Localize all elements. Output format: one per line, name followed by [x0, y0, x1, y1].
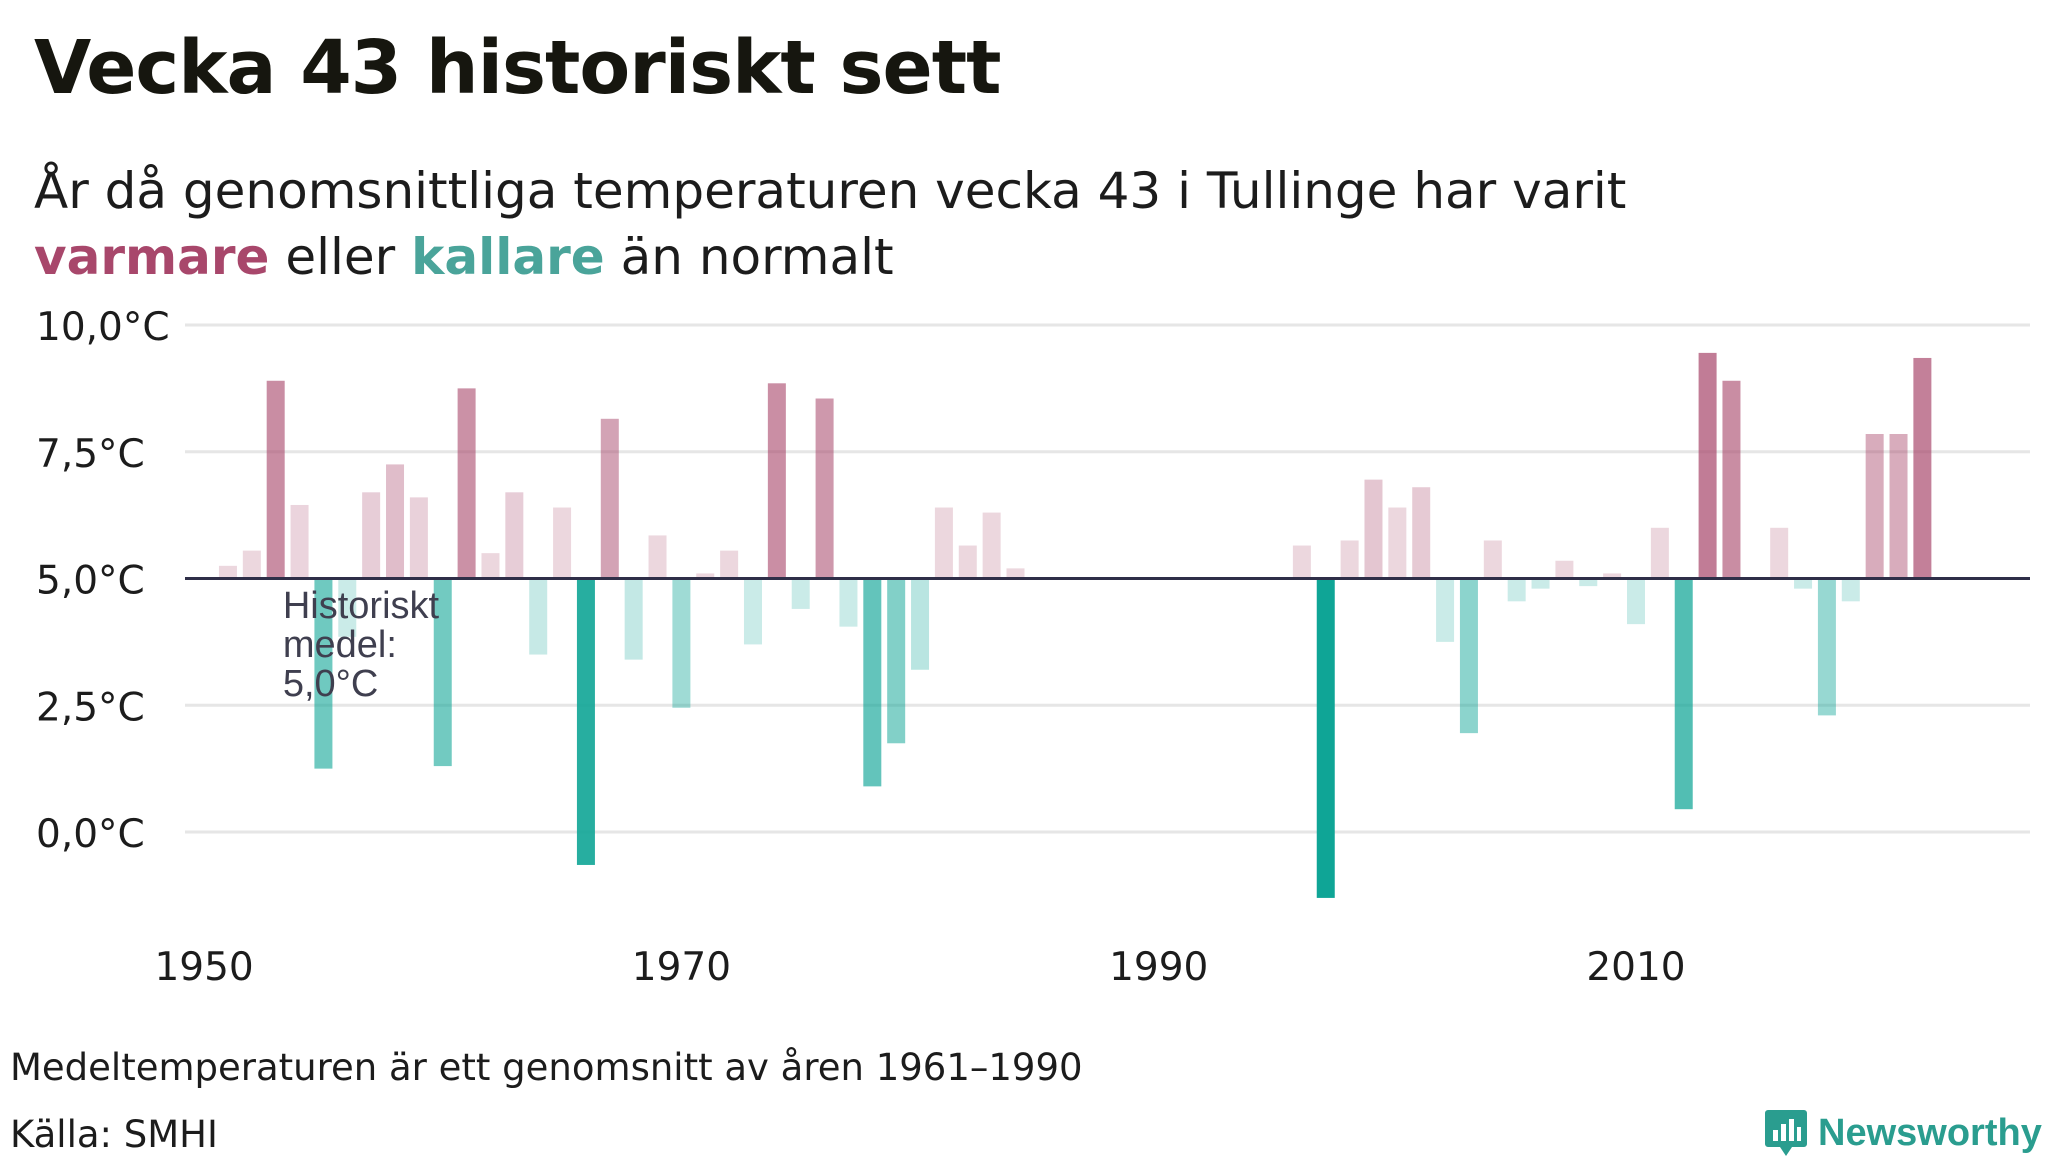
chart-title: Vecka 43 historiskt sett: [34, 25, 1001, 111]
bar-2012: [1674, 578, 1693, 810]
bar-1955: [314, 578, 333, 769]
subtitle-cold-label: kallare: [411, 228, 605, 286]
bar-2003: [1459, 578, 1478, 734]
bar-2018: [1817, 578, 1836, 716]
bar-2022: [1913, 357, 1932, 579]
bars: [218, 352, 1932, 898]
bar-2007: [1555, 560, 1574, 579]
x-axis-ticks: 1950 1970 1990 2010: [154, 945, 1685, 990]
bar-1951: [218, 565, 237, 579]
bar-2002: [1436, 578, 1455, 642]
bar-1954: [290, 504, 309, 579]
bar-1980: [911, 578, 930, 670]
bar-1976: [815, 398, 834, 579]
ytick-label-1: 2,5°C: [36, 685, 145, 730]
bar-1974: [767, 383, 786, 579]
subtitle-connector: eller: [285, 228, 396, 286]
bar-1953: [266, 380, 285, 579]
bar-1964: [529, 578, 548, 655]
bar-2013: [1698, 352, 1717, 579]
bar-1956: [338, 578, 357, 637]
bar-2005: [1507, 578, 1526, 602]
bar-1952: [242, 550, 261, 579]
xtick-label-0: 1950: [154, 945, 253, 990]
bar-1966: [576, 578, 595, 865]
bar-1969: [648, 535, 667, 579]
bar-1999: [1364, 479, 1383, 579]
chart-subtitle: År då genomsnittliga temperaturen vecka …: [34, 158, 1734, 290]
bar-1998: [1340, 540, 1359, 579]
bar-2020: [1865, 434, 1884, 579]
temperature-bar-chart: 0,0°C 2,5°C 5,0°C 7,5°C 10,0°C Historisktmed…: [36, 305, 2030, 990]
xtick-label-3: 2010: [1586, 945, 1685, 990]
bar-2004: [1483, 540, 1502, 579]
bar-2014: [1722, 380, 1741, 579]
bar-1958: [386, 464, 405, 579]
bar-1984: [1006, 568, 1025, 579]
ytick-label-2: 5,0°C: [36, 559, 145, 604]
bar-1972: [720, 550, 739, 579]
bar-1965: [553, 507, 572, 579]
annotation-line-1: medel:: [283, 624, 397, 666]
bar-1996: [1292, 545, 1311, 579]
newsworthy-logo[interactable]: Newsworthy: [1764, 1106, 2042, 1160]
annotation-line-2: 5,0°C: [283, 663, 378, 705]
bar-1957: [362, 492, 381, 579]
bar-1961: [457, 388, 476, 579]
bar-2019: [1841, 578, 1860, 602]
bar-2017: [1794, 578, 1813, 589]
bar-1978: [863, 578, 882, 787]
bar-1963: [505, 492, 524, 579]
source-note: Källa: SMHI: [10, 1113, 218, 1156]
bar-1970: [672, 578, 691, 708]
bar-2000: [1388, 507, 1407, 579]
ytick-label-3: 7,5°C: [36, 432, 145, 477]
bar-1977: [839, 578, 858, 627]
ytick-label-0: 0,0°C: [36, 812, 145, 857]
ytick-label-4: 10,0°C: [36, 305, 170, 350]
bar-2010: [1626, 578, 1645, 625]
newsworthy-logo-text: Newsworthy: [1818, 1111, 2042, 1154]
bar-1962: [481, 553, 500, 579]
subtitle-text: År då genomsnittliga temperaturen vecka …: [34, 162, 1627, 220]
bar-1971: [696, 573, 715, 579]
bar-2001: [1412, 487, 1431, 579]
bar-1968: [624, 578, 643, 660]
y-axis-ticks: 0,0°C 2,5°C 5,0°C 7,5°C 10,0°C: [36, 305, 170, 857]
xtick-label-1: 1970: [632, 945, 731, 990]
bar-2021: [1889, 434, 1908, 579]
xtick-label-2: 1990: [1109, 945, 1208, 990]
bar-2011: [1650, 527, 1669, 579]
bar-1959: [409, 497, 428, 579]
bar-1981: [934, 507, 953, 579]
annotation-line-0: Historiskt: [283, 585, 440, 627]
bar-2006: [1531, 578, 1550, 589]
subtitle-end: än normalt: [620, 228, 894, 286]
bar-1982: [958, 545, 977, 579]
bar-1967: [600, 418, 619, 579]
newsworthy-logo-icon: [1765, 1110, 1807, 1156]
bar-2009: [1603, 573, 1622, 579]
bar-1997: [1316, 578, 1335, 898]
bar-1973: [743, 578, 762, 645]
bar-1960: [433, 578, 452, 767]
subtitle-warm-label: varmare: [34, 228, 270, 286]
bar-1979: [887, 578, 906, 744]
bar-2008: [1579, 578, 1598, 587]
bar-1983: [982, 512, 1001, 579]
bar-1975: [791, 578, 810, 609]
footnote: Medeltemperaturen är ett genomsnitt av å…: [10, 1046, 1083, 1089]
bar-2016: [1770, 527, 1789, 579]
